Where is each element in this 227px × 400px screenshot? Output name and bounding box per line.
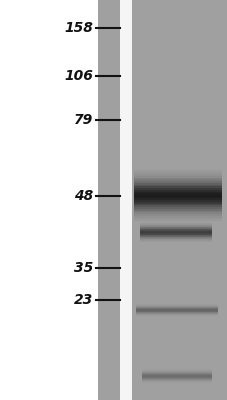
Bar xyxy=(139,238,211,239)
Bar xyxy=(133,169,221,171)
Bar xyxy=(141,378,211,379)
Bar xyxy=(133,200,221,202)
Bar xyxy=(141,373,211,374)
Bar xyxy=(135,304,217,305)
Bar xyxy=(141,375,211,376)
Bar xyxy=(139,223,211,224)
Bar xyxy=(141,380,211,381)
Bar xyxy=(133,195,221,197)
Bar xyxy=(139,230,211,231)
Text: 48: 48 xyxy=(73,189,93,203)
Bar xyxy=(141,372,211,373)
Bar xyxy=(133,206,221,207)
Bar xyxy=(139,237,211,238)
Bar xyxy=(133,176,221,178)
Bar xyxy=(133,171,221,172)
Bar xyxy=(141,371,211,372)
Bar xyxy=(133,210,221,212)
Bar xyxy=(119,0,131,400)
Bar xyxy=(133,185,221,186)
Bar xyxy=(133,218,221,219)
Bar xyxy=(139,239,211,240)
Bar xyxy=(141,381,211,382)
Bar xyxy=(139,233,211,234)
Bar xyxy=(133,192,221,193)
Bar xyxy=(141,369,211,370)
Bar xyxy=(139,240,211,241)
Bar xyxy=(139,232,211,233)
Bar xyxy=(133,190,221,192)
Bar xyxy=(135,314,217,315)
Bar xyxy=(133,204,221,206)
Text: 106: 106 xyxy=(64,69,93,83)
Bar xyxy=(133,209,221,210)
Bar xyxy=(139,224,211,225)
Bar xyxy=(141,370,211,371)
Bar xyxy=(133,193,221,195)
Bar xyxy=(139,236,211,237)
Bar xyxy=(139,241,211,242)
Bar xyxy=(133,186,221,188)
Bar xyxy=(133,183,221,185)
Text: 158: 158 xyxy=(64,21,93,35)
Bar xyxy=(141,377,211,378)
Text: 79: 79 xyxy=(73,113,93,127)
Bar xyxy=(133,197,221,198)
Bar xyxy=(133,216,221,218)
Bar xyxy=(139,235,211,236)
Bar xyxy=(98,0,119,400)
Bar xyxy=(141,382,211,383)
Bar xyxy=(133,179,221,181)
Bar xyxy=(133,198,221,200)
Bar xyxy=(141,379,211,380)
Bar xyxy=(139,227,211,228)
Bar xyxy=(133,188,221,190)
Bar xyxy=(135,310,217,311)
Bar xyxy=(133,202,221,204)
Bar xyxy=(133,172,221,174)
Text: 23: 23 xyxy=(73,293,93,307)
Text: 35: 35 xyxy=(73,261,93,275)
Bar xyxy=(139,231,211,232)
Bar xyxy=(133,181,221,183)
Bar xyxy=(139,228,211,229)
Bar xyxy=(135,312,217,313)
Bar xyxy=(135,305,217,306)
Bar xyxy=(133,214,221,216)
Bar xyxy=(133,212,221,214)
Bar xyxy=(139,229,211,230)
Bar xyxy=(135,308,217,309)
Bar xyxy=(139,234,211,235)
Bar xyxy=(133,207,221,209)
Bar xyxy=(133,174,221,176)
Bar xyxy=(133,219,221,221)
Bar xyxy=(135,313,217,314)
Bar xyxy=(139,222,211,223)
Bar xyxy=(139,226,211,227)
Bar xyxy=(135,306,217,307)
Bar xyxy=(141,376,211,377)
Bar xyxy=(139,225,211,226)
Bar xyxy=(131,0,227,400)
Bar xyxy=(133,178,221,179)
Bar xyxy=(135,309,217,310)
